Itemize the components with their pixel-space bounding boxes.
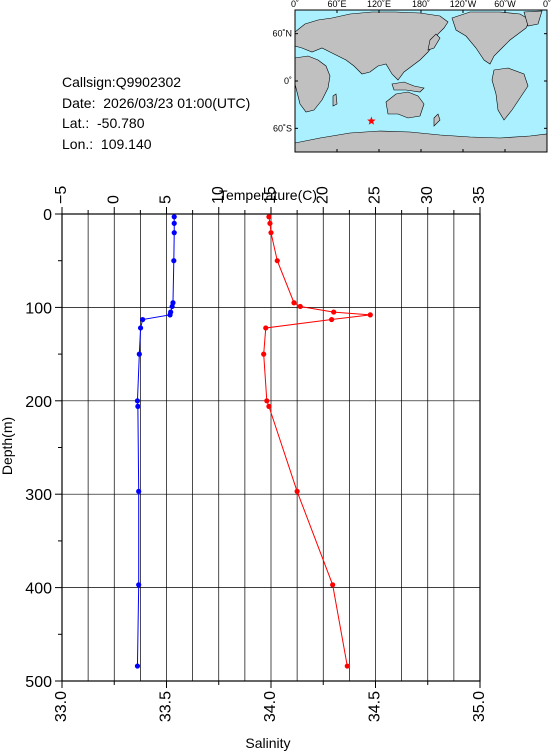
temperature-point [367,312,373,318]
land-africa [294,55,331,113]
temperature-tick-label: 30 [419,186,436,204]
depth-tick-label: 0 [43,207,52,224]
land-north-america [451,11,531,65]
temperature-point [344,663,350,669]
depth-tick-label: 100 [25,300,52,317]
map-lon-label: 0˚ [291,0,299,9]
salinity-point [136,351,142,357]
map-lon-label: 60˚W [494,0,516,9]
temperature-point [331,309,337,315]
map-lat-label: 60˚N [272,29,292,39]
map-lon-label: 60˚E [327,0,346,9]
salinity-tick-label: 33.5 [158,691,175,722]
salinity-point [136,488,142,494]
land-greenland [523,10,543,27]
temperature-point [261,351,267,357]
depth-axis-title: Depth(m) [0,417,15,475]
world-map: 0˚ 60˚E 120˚E 180˚ 120˚W 60˚W 0˚ 60˚N 0˚ 60˚S [272,0,551,153]
temperature-series [261,214,373,669]
salinity-point [134,663,141,669]
land-south-america [491,67,529,121]
temperature-tick-label: 20 [314,186,331,204]
temperature-tick-label: 0 [105,195,122,204]
salinity-point [171,220,177,226]
map-lon-label: 180˚ [412,0,430,9]
salinity-point [136,582,142,588]
map-ticks [294,10,548,152]
salinity-axis-title: Salinity [245,735,290,751]
map-lat-label: 60˚S [273,123,292,133]
salinity-line [136,216,175,667]
latitude-text: Lat.: -50.780 [62,115,145,131]
map-lon-label: 120˚E [367,0,391,9]
land-indonesia [391,81,425,93]
temperature-tick-label: 35 [471,186,488,204]
temperature-tick-label: 5 [158,195,175,204]
chart-series [134,214,373,669]
land-australia [385,91,425,119]
map-lon-label: 0˚ [543,0,551,9]
salinity-point [171,214,177,220]
temperature-point [291,300,297,306]
land-new-zealand [433,113,441,127]
temperature-axis-title: Temperature(C) [219,187,317,203]
callsign-text: Callsign:Q9902302 [62,74,182,90]
salinity-point [137,325,144,331]
depth-tick-label: 200 [25,394,52,411]
salinity-tick-label: 34.5 [367,691,384,722]
map-latitude-labels: 60˚N 0˚ 60˚S [272,29,292,134]
land-japan [427,33,441,51]
temperature-line [263,216,371,667]
temperature-tick-label: 25 [367,186,384,204]
salinity-point [167,312,173,318]
map-lon-label: 120˚W [450,0,477,9]
temperature-point [266,403,272,409]
temperature-point [329,316,335,323]
salinity-point [169,303,175,310]
temperature-point [297,303,303,310]
temperature-tick-label: 10 [210,186,227,204]
map-longitude-labels: 0˚ 60˚E 120˚E 180˚ 120˚W 60˚W 0˚ [291,0,551,9]
temperature-point [266,214,272,220]
map-lat-label: 0˚ [284,76,292,86]
salinity-point [140,316,146,323]
land-madagascar [332,93,338,107]
salinity-point [134,398,141,404]
land-eurasia [294,11,449,81]
depth-tick-label: 400 [25,581,52,598]
salinity-tick-label: 34.0 [262,691,279,722]
map-frame: 0˚ 60˚E 120˚E 180˚ 120˚W 60˚W 0˚ 60˚N 0˚ 60˚S [272,0,551,153]
map-land [294,10,548,153]
salinity-point [171,258,177,264]
temperature-point [267,220,273,226]
station-marker-star [367,116,376,125]
date-text: Date: 2026/03/23 01:00(UTC) [62,94,251,111]
chart-grid [62,214,480,681]
temperature-point [330,582,336,588]
salinity-series [134,214,177,669]
longitude-text: Lon.: 109.140 [62,135,152,152]
depth-tick-label: 300 [25,487,52,504]
temperature-point [268,230,274,236]
temperature-tick-label: 15 [262,186,279,204]
temperature-point [294,488,300,494]
station-info: Callsign:Q9902302 Date: 2026/03/23 01:00… [62,72,250,154]
salinity-point [135,403,141,409]
temperature-point [263,325,269,331]
salinity-tick-label: 35.0 [471,691,488,722]
depth-tick-label: 500 [25,674,52,691]
salinity-tick-label: 33.0 [53,691,70,722]
station-star [367,116,376,125]
salinity-point [171,230,177,236]
temperature-tick-label: −5 [53,186,70,204]
temperature-point [264,398,270,404]
temperature-point [274,258,280,264]
